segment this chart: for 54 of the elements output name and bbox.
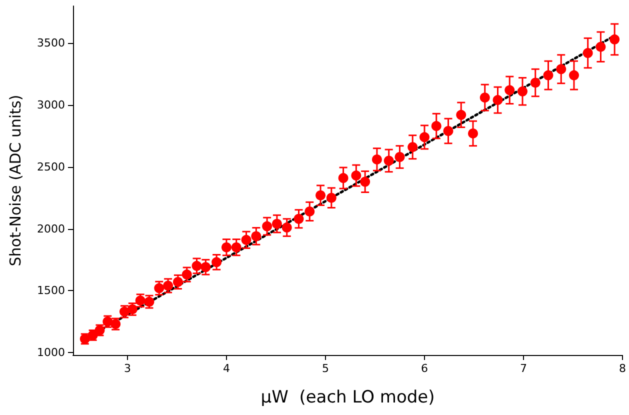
point <box>200 262 211 272</box>
point <box>251 231 262 242</box>
point <box>610 34 620 44</box>
point <box>294 214 304 224</box>
point <box>419 132 430 142</box>
point <box>543 70 554 80</box>
point <box>456 110 466 120</box>
point <box>468 128 478 138</box>
point <box>182 270 192 280</box>
point <box>394 152 405 162</box>
y-tick-label: 3000 <box>37 98 65 112</box>
point <box>504 85 515 96</box>
point <box>326 192 336 203</box>
point <box>408 142 418 152</box>
point <box>480 92 490 103</box>
point <box>443 126 454 136</box>
point <box>338 173 348 184</box>
x-tick-label: 5 <box>322 362 329 375</box>
y-tick-label: 3500 <box>37 36 65 50</box>
point <box>530 78 540 88</box>
point <box>192 260 202 271</box>
point <box>304 206 315 216</box>
x-tick-label: 3 <box>124 362 131 375</box>
point <box>241 234 252 245</box>
x-tick-label: 8 <box>619 362 626 375</box>
point <box>556 64 566 74</box>
point <box>221 242 232 252</box>
x-tick-label: 6 <box>420 362 428 375</box>
point <box>316 190 326 200</box>
x-axis-title: μW (each LO mode) <box>260 388 435 408</box>
point <box>372 154 382 164</box>
point <box>351 170 362 181</box>
point <box>262 221 272 232</box>
y-axis-title: Shot-Noise (ADC units) <box>6 94 24 266</box>
point <box>518 86 528 96</box>
point <box>231 242 242 252</box>
y-tick-label: 1000 <box>37 346 65 360</box>
point <box>282 222 292 233</box>
x-tick-label: 4 <box>222 362 230 375</box>
point <box>582 48 593 58</box>
point <box>596 42 606 52</box>
point <box>172 276 183 287</box>
point <box>212 257 222 268</box>
point <box>163 280 174 291</box>
point <box>384 156 394 166</box>
point <box>360 176 370 187</box>
y-tick-label: 2000 <box>37 222 65 236</box>
point <box>492 95 503 106</box>
y-tick-label: 2500 <box>37 160 65 174</box>
point <box>272 218 282 229</box>
point <box>431 121 442 132</box>
y-tick-label: 1500 <box>37 284 65 298</box>
point <box>568 70 579 80</box>
x-tick-label: 7 <box>520 362 527 375</box>
